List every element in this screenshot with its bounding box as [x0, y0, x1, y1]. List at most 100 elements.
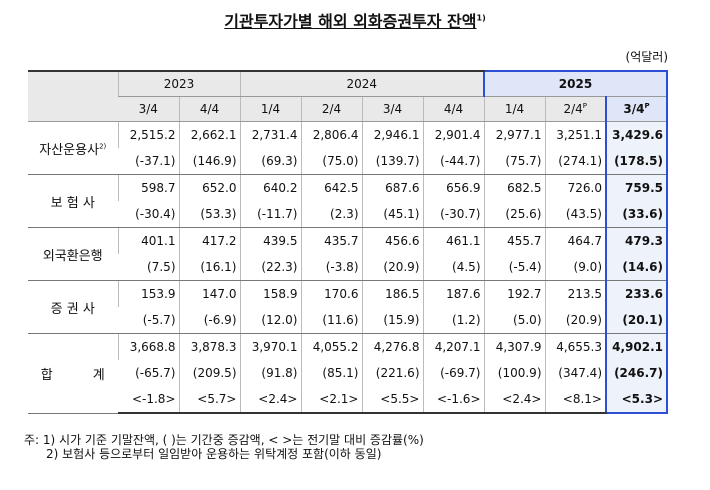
cell: 652.0	[178, 174, 240, 201]
row-label-text: 합 계	[40, 367, 105, 383]
cell: 4,902.1	[605, 333, 668, 360]
cell: 4,207.1	[422, 333, 484, 360]
cell: (33.6)	[605, 201, 668, 228]
cell: 461.1	[422, 227, 484, 254]
cell: 153.9	[117, 280, 179, 307]
cell: 3,668.8	[117, 333, 179, 360]
cell: 455.7	[483, 227, 545, 254]
corner	[28, 70, 118, 122]
cell: 439.5	[239, 227, 301, 254]
cell: (16.1)	[178, 254, 240, 281]
cell: 456.6	[361, 227, 423, 254]
note: 주: 1) 시가 기준 기말잔액, ( )는 기간중 증감액, < >는 전기말…	[24, 433, 424, 447]
quarter-label: 3/4	[382, 102, 403, 116]
cell: 2,901.4	[422, 121, 484, 148]
cell: (5.0)	[483, 307, 545, 334]
cell: <8.1>	[544, 386, 606, 414]
cell: 4,276.8	[361, 333, 423, 360]
quarter-header: 2/4P	[544, 96, 606, 122]
data-row: 합 계 3,668.8 3,878.3 3,970.1 4,055.2 4,276.8 4,…	[28, 333, 668, 414]
quarter-header: 3/4	[118, 96, 179, 122]
cell: (-65.7)	[135, 366, 176, 380]
quarter-label: 1/4	[504, 102, 525, 116]
quarter-sup: P	[582, 102, 588, 110]
cell: (246.7)	[605, 360, 668, 386]
cell: (22.3)	[239, 254, 301, 281]
cell: (100.9)	[483, 360, 545, 386]
cell: <2.4>	[239, 386, 301, 414]
cell: (15.9)	[361, 307, 423, 334]
unit: (억달러)	[625, 50, 668, 64]
quarter-label: 4/4	[443, 102, 464, 116]
cell: (9.0)	[544, 254, 606, 281]
cell: <2.4>	[483, 386, 545, 414]
cell: 2,662.1	[178, 121, 240, 148]
quarter-sup: P	[644, 102, 650, 110]
cell: 158.9	[239, 280, 301, 307]
data-row: 자산운용사2) 2,515.2 2,662.1 2,731.4 2,806.4 2,946…	[28, 121, 668, 175]
cell: (139.7)	[361, 148, 423, 175]
cell: 2,731.4	[239, 121, 301, 148]
cell: (43.5)	[544, 201, 606, 228]
row-label: 증 권 사	[28, 280, 118, 334]
cell: (53.3)	[178, 201, 240, 228]
cell: 170.6	[300, 280, 362, 307]
header-row: 3/4 4/4 1/4 2/4 3/4 4/4 1/4 2/4P 3/4P	[28, 96, 668, 122]
cell: (1.2)	[422, 307, 484, 334]
cell: (-30.7)	[422, 201, 484, 228]
row-label: 보 험 사	[28, 174, 118, 228]
row-label-text: 증 권 사	[50, 301, 95, 317]
quarter-header: 2/4	[300, 96, 362, 122]
cell: 213.5	[544, 280, 606, 307]
cell: (14.6)	[605, 254, 668, 281]
quarter-header: 4/4	[178, 96, 240, 122]
cell: 4,055.2	[300, 333, 362, 360]
note: 2) 보험사 등으로부터 일임받아 운용하는 위탁계정 포함(이하 동일)	[46, 447, 382, 461]
row-label: 외국환은행	[28, 227, 118, 281]
cell: <5.3>	[605, 386, 668, 414]
cell: 642.5	[300, 174, 362, 201]
cell: (45.1)	[361, 201, 423, 228]
cell: (12.0)	[239, 307, 301, 334]
quarter-header: 3/4P	[605, 96, 668, 122]
year-header: 2025	[483, 70, 668, 97]
year-header: 2024	[239, 70, 484, 97]
data-row: (-5.7) (-6.9) (12.0) (11.6) (15.9) (1.2) (5.0)…	[28, 307, 668, 334]
cell: 687.6	[361, 174, 423, 201]
cell: 401.1	[117, 227, 179, 254]
cell: (7.5)	[118, 254, 179, 281]
cell: (-37.1)	[118, 148, 179, 175]
cell: (11.6)	[300, 307, 362, 334]
cell: (69.3)	[239, 148, 301, 175]
data-row: (-30.4) (53.3) (-11.7) (2.3) (45.1) (-30.7) (2…	[28, 201, 668, 228]
cell: (91.8)	[239, 360, 301, 386]
cell: <-1.8>	[118, 386, 179, 414]
cell: <-1.6>	[422, 386, 484, 414]
cell: (146.9)	[178, 148, 240, 175]
cell: (-3.8)	[300, 254, 362, 281]
cell: 2,946.1	[361, 121, 423, 148]
data-row: 보 험 사 598.7 652.0 640.2 642.5 687.6 656.9 682.5…	[28, 174, 668, 228]
cell: (-5.7)	[118, 307, 179, 334]
cell: (274.1)	[544, 148, 606, 175]
cell: (20.9)	[544, 307, 606, 334]
row-label-text: 자산운용사	[39, 142, 100, 158]
data-row: (7.5) (16.1) (22.3) (-3.8) (20.9) (4.5) (-5.4)…	[28, 254, 668, 281]
cell: 479.3	[605, 227, 668, 254]
cell: 3,251.1	[544, 121, 606, 148]
cell: 3,429.6	[605, 121, 668, 148]
cell: (4.5)	[422, 254, 484, 281]
quarter-header: 1/4	[239, 96, 301, 122]
title-text: 기관투자가별 해외 외화증권투자 잔액	[224, 12, 477, 31]
cell: (-30.4)	[118, 201, 179, 228]
row-label-text: 외국환은행	[42, 248, 103, 264]
quarter-label: 4/4	[199, 102, 220, 116]
cell: 682.5	[483, 174, 545, 201]
cell: (209.5)	[178, 360, 240, 386]
cell: (221.6)	[361, 360, 423, 386]
cell: 656.9	[422, 174, 484, 201]
notes: 주: 1) 시가 기준 기말잔액, ( )는 기간중 증감액, < >는 전기말…	[24, 433, 424, 461]
cell: 2,515.2	[117, 121, 179, 148]
cell: 726.0	[544, 174, 606, 201]
